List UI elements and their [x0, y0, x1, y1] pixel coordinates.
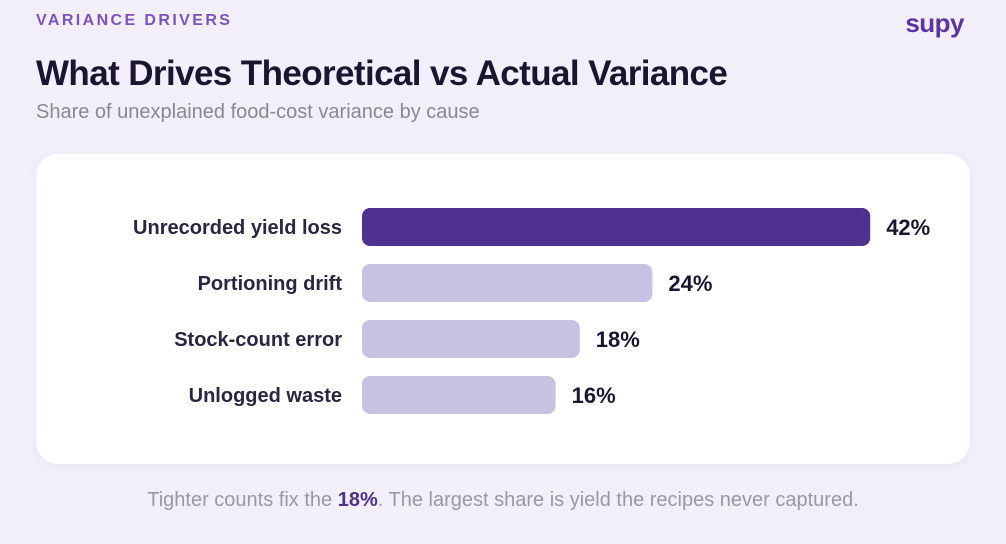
category-label: Unlogged waste — [189, 385, 342, 407]
bar — [362, 208, 871, 246]
bar — [362, 320, 580, 358]
category-label: Unrecorded yield loss — [133, 217, 342, 239]
bar-chart: Unrecorded yield loss 42% Portioning drift… — [133, 208, 930, 414]
category-label: Portioning drift — [198, 273, 343, 295]
value-label: 24% — [668, 271, 712, 296]
footnote-highlight: 18% — [337, 489, 378, 511]
value-label: 16% — [572, 383, 616, 408]
value-label: 18% — [596, 327, 640, 352]
bar — [362, 264, 653, 302]
footnote-text-after: . The largest share is yield the recipes… — [377, 489, 859, 511]
footnote: Tighter counts fix the 18%. The largest … — [0, 489, 1006, 512]
chart-card: Unrecorded yield loss 42% Portioning drift… — [36, 154, 970, 464]
page-title: What Drives Theoretical vs Actual Varian… — [36, 54, 728, 93]
eyebrow-label: VARIANCE DRIVERS — [36, 12, 233, 29]
footnote-text-before: Tighter counts fix the — [147, 489, 338, 511]
brand-logo[interactable]: supy — [905, 8, 964, 38]
category-label: Stock-count error — [174, 329, 342, 351]
page-subtitle: Share of unexplained food-cost variance … — [36, 101, 480, 123]
value-label: 42% — [886, 215, 930, 240]
bar — [362, 376, 556, 414]
